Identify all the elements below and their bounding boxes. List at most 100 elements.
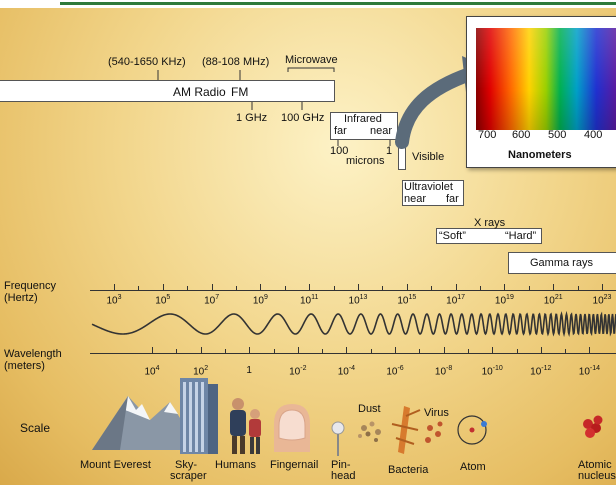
frequency-tick-label: 1011 — [299, 294, 319, 307]
wavelength-minor-tick — [273, 349, 275, 354]
nanometers-label: Nanometers — [508, 149, 572, 161]
virus-icon — [425, 421, 443, 443]
wavelength-tick — [443, 347, 445, 354]
xray-hard-label: “Hard” — [505, 230, 537, 242]
uv-near-label: near — [404, 193, 427, 205]
frequency-minor-tick — [187, 286, 189, 291]
wavelength-tick-label: 104 — [144, 365, 160, 378]
frequency-tick — [162, 284, 164, 291]
frequency-axis-line — [90, 290, 616, 291]
frequency-tick-label: 1019 — [494, 294, 514, 307]
wavelength-units-label: (meters) — [4, 360, 45, 372]
ultraviolet-box — [402, 180, 464, 206]
ultraviolet-label: Ultraviolet — [404, 181, 453, 193]
ir-far-label: far — [334, 125, 347, 137]
frequency-tick — [309, 284, 311, 291]
wavelength-tick — [492, 347, 494, 354]
frequency-tick — [553, 284, 555, 291]
bacteria-icon — [391, 406, 421, 454]
frequency-tick — [260, 284, 262, 291]
virus-label: Virus — [424, 407, 449, 419]
wavelength-tick — [540, 347, 542, 354]
wavelength-minor-tick — [419, 349, 421, 354]
frequency-tick-label: 1023 — [592, 294, 612, 307]
visible-label: Visible — [412, 151, 445, 163]
frequency-minor-tick — [480, 286, 481, 291]
micron-100-label: 100 — [330, 145, 349, 157]
am-range-label: (540-1650 KHz) — [108, 56, 186, 68]
wavelength-minor-tick — [322, 349, 324, 354]
humans-label: Humans — [215, 459, 256, 471]
pin-icon — [331, 421, 345, 456]
pinhead-label-1: Pin- — [331, 459, 351, 471]
wavelength-tick — [152, 347, 153, 354]
radio-band-box — [0, 80, 335, 102]
fm-range-label: (88-108 MHz) — [202, 56, 270, 68]
wavelength-tick-label: 10-4 — [337, 365, 356, 378]
frequency-minor-tick — [236, 286, 237, 291]
wavelength-tick-label: 10-6 — [386, 365, 404, 378]
skyscraper-label-2: scraper — [170, 470, 207, 482]
frequency-minor-tick — [577, 286, 579, 291]
skyscraper-icon — [180, 378, 218, 454]
ir-near-label: near — [370, 125, 393, 137]
ghz-100-label: 100 GHz — [281, 112, 325, 124]
nucleus-label-2: nucleus — [578, 470, 616, 482]
wavelength-tick — [395, 347, 396, 354]
spectrum-tick-700: 700 — [478, 129, 497, 141]
frequency-tick-label: 103 — [106, 294, 122, 307]
infrared-box — [330, 112, 398, 140]
frequency-tick — [602, 284, 603, 291]
frequency-tick-label: 107 — [204, 294, 220, 307]
spectrum-tick-600: 600 — [512, 129, 531, 141]
frequency-tick-label: 109 — [252, 294, 268, 307]
xray-label: X rays — [474, 217, 506, 229]
wavelength-tick-label: 10-8 — [434, 365, 453, 378]
frequency-tick — [358, 284, 359, 291]
frequency-tick — [114, 284, 115, 291]
frequency-tick — [211, 284, 213, 291]
microns-label: microns — [346, 155, 385, 167]
wavelength-tick — [249, 347, 251, 354]
infrared-label: Infrared — [344, 113, 382, 125]
frequency-minor-tick — [431, 286, 433, 291]
wavelength-tick-label: 10-10 — [481, 365, 503, 378]
wavelength-tick-label: 102 — [193, 365, 209, 378]
fingernail-label: Fingernail — [270, 459, 319, 471]
wavelength-minor-tick — [565, 349, 567, 354]
fm-label: FM — [231, 85, 249, 99]
frequency-tick — [455, 284, 457, 291]
micron-1-label: 1 — [386, 145, 393, 157]
microwave-label: Microwave — [285, 54, 338, 66]
mountain-icon — [92, 396, 200, 450]
uv-far-label: far — [446, 193, 459, 205]
frequency-tick-label: 1013 — [348, 294, 368, 307]
dust-label: Dust — [358, 403, 381, 415]
frequency-tick-label: 1021 — [543, 294, 563, 307]
frequency-tick — [406, 284, 408, 291]
frequency-minor-tick — [382, 286, 384, 291]
wavelength-label: Wavelength — [4, 348, 62, 360]
am-radio-label: AM Radio — [173, 85, 226, 99]
wavelength-axis-line — [90, 353, 616, 354]
wavelength-tick-label: 10-14 — [578, 365, 601, 378]
wavelength-minor-tick — [467, 349, 469, 354]
atom-label: Atom — [460, 461, 486, 473]
frequency-tick — [504, 284, 506, 291]
wavelength-minor-tick — [176, 349, 178, 354]
frequency-tick-label: 1015 — [397, 294, 417, 307]
scale-label: Scale — [20, 421, 51, 435]
top-accent-line — [60, 2, 616, 5]
nucleus-icon — [583, 415, 603, 438]
nucleus-label-1: Atomic — [578, 459, 612, 471]
ghz-1-label: 1 GHz — [236, 112, 268, 124]
wavelength-minor-tick — [516, 349, 518, 354]
top-bar — [0, 0, 616, 8]
dust-icon — [358, 421, 381, 442]
gamma-box — [508, 252, 616, 274]
frequency-minor-tick — [138, 286, 140, 291]
visible-spectrum-gradient — [476, 28, 616, 130]
